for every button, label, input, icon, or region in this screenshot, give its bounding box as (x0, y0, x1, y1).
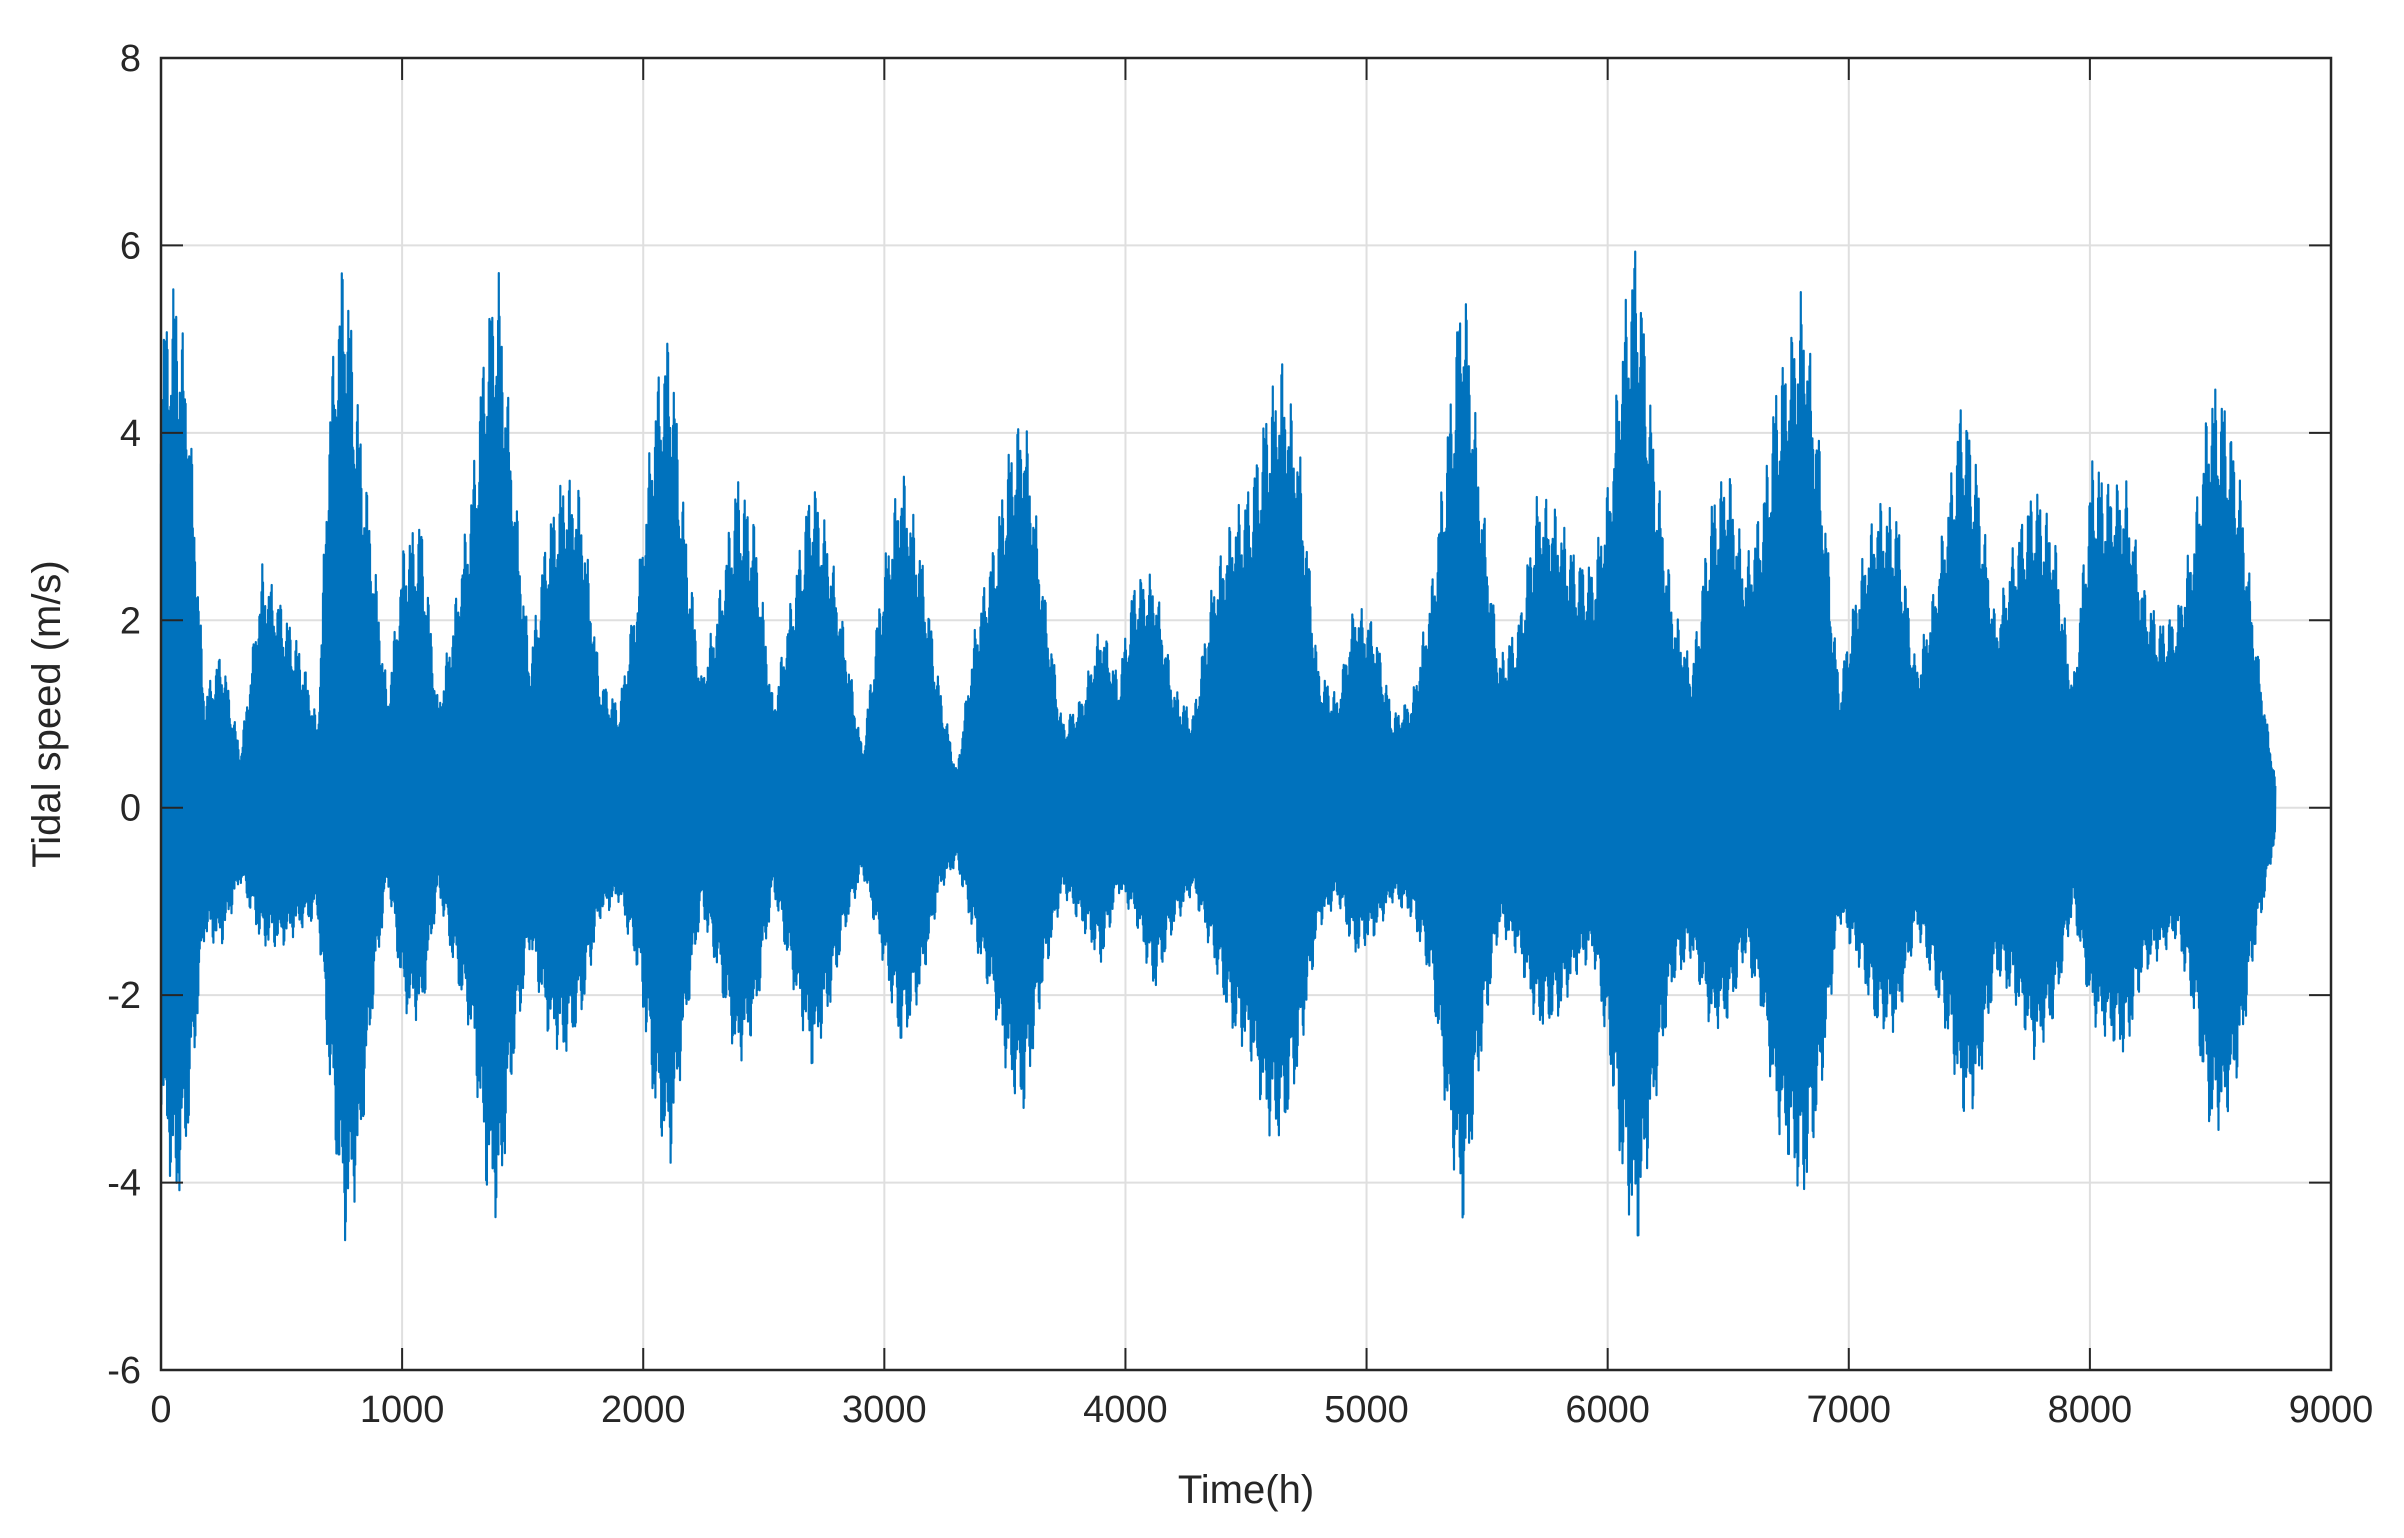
y-tick-label: 0 (120, 788, 141, 830)
x-tick-label: 5000 (1324, 1389, 1409, 1431)
x-axis-label: Time(h) (1178, 1468, 1314, 1512)
x-tick-label: 6000 (1565, 1389, 1650, 1431)
tick-marks (160, 57, 2332, 1371)
x-tick-label: 0 (150, 1389, 171, 1431)
x-tick-label: 8000 (2048, 1389, 2133, 1431)
y-tick-label: 4 (120, 413, 141, 455)
y-tick-label: -4 (107, 1163, 141, 1205)
y-tick-label: 6 (120, 225, 141, 267)
x-tick-label: 2000 (601, 1389, 686, 1431)
tidal-speed-series-line (159, 250, 2277, 1242)
x-tick-label: 9000 (2289, 1389, 2374, 1431)
y-tick-label: 2 (120, 600, 141, 642)
x-tick-label: 1000 (360, 1389, 445, 1431)
x-tick-label: 7000 (1807, 1389, 1892, 1431)
x-tick-label: 3000 (842, 1389, 927, 1431)
y-tick-labels: -6 -4 -2 0 2 4 6 8 (107, 38, 141, 1392)
x-tick-label: 4000 (1083, 1389, 1168, 1431)
x-tick-labels: 0 1000 2000 3000 4000 5000 6000 7000 8000 9000 (150, 1389, 2373, 1431)
y-tick-label: 8 (120, 38, 141, 80)
y-axis-label: Tidal speed (m/s) (25, 560, 69, 868)
plot-frame (159, 56, 2333, 1372)
series-layer (159, 250, 2277, 1242)
y-tick-label: -2 (107, 975, 141, 1017)
y-tick-label: -6 (107, 1350, 141, 1392)
